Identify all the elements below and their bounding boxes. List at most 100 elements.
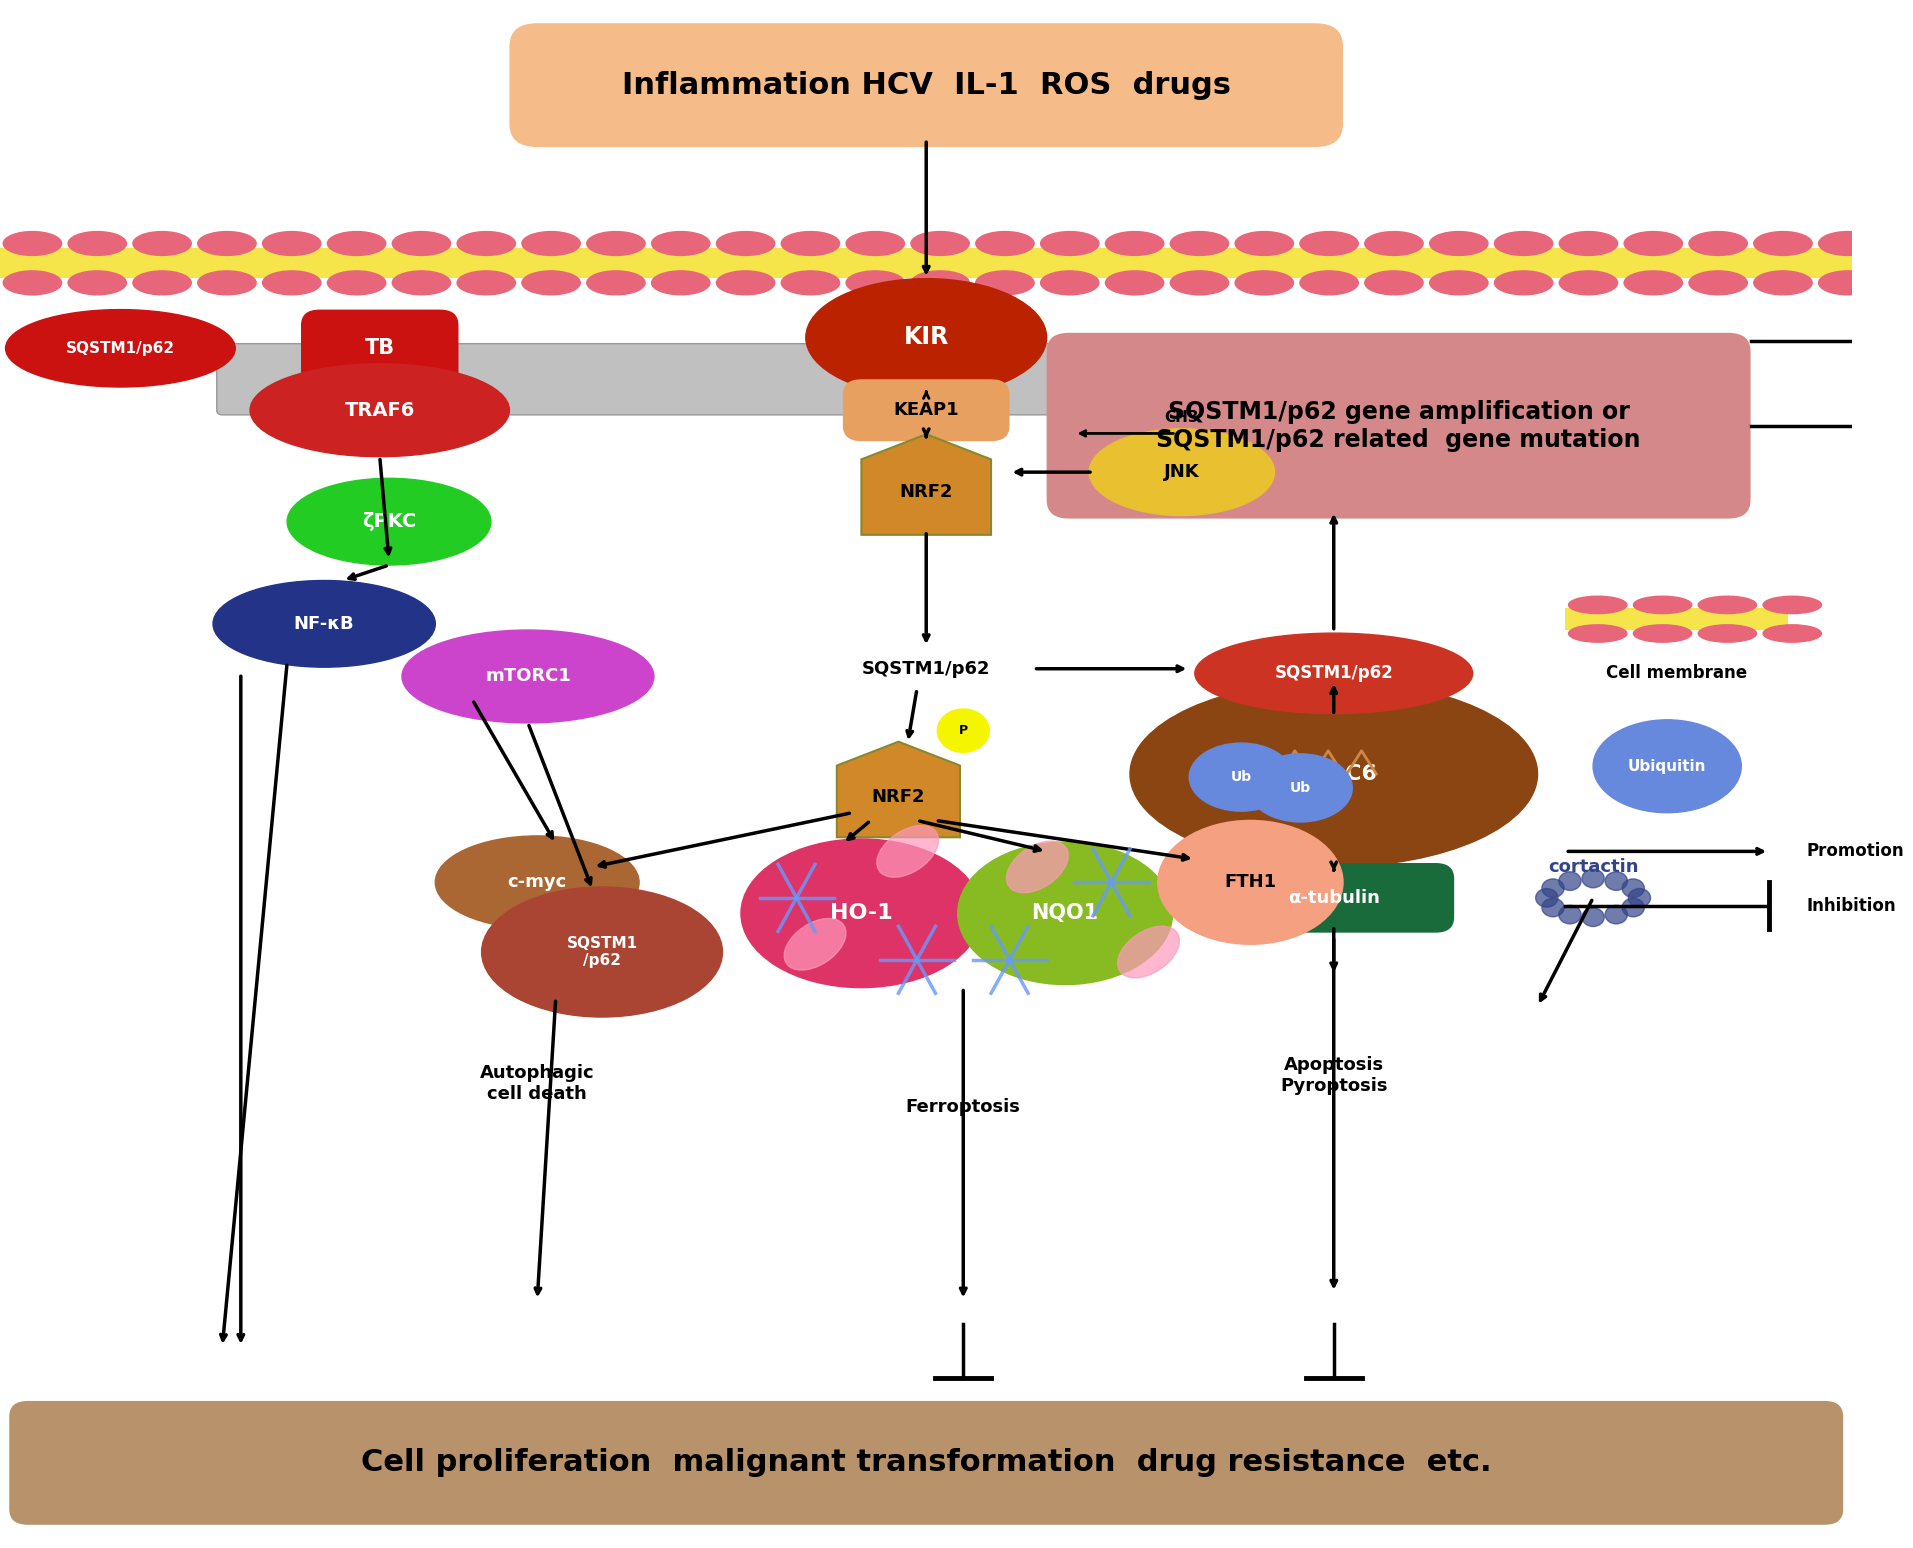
Circle shape: [1628, 889, 1651, 907]
Ellipse shape: [1754, 271, 1812, 294]
Ellipse shape: [1634, 625, 1691, 642]
Ellipse shape: [652, 232, 710, 255]
Ellipse shape: [132, 232, 191, 255]
Circle shape: [1542, 879, 1565, 898]
Ellipse shape: [1006, 841, 1067, 893]
Ellipse shape: [197, 232, 256, 255]
Text: c-myc: c-myc: [507, 873, 566, 892]
Ellipse shape: [1041, 232, 1098, 255]
Ellipse shape: [1624, 232, 1682, 255]
Ellipse shape: [1764, 625, 1821, 642]
Ellipse shape: [1429, 271, 1488, 294]
Ellipse shape: [1699, 596, 1756, 613]
Ellipse shape: [327, 271, 386, 294]
Ellipse shape: [876, 825, 939, 878]
Circle shape: [1605, 872, 1628, 890]
FancyBboxPatch shape: [1565, 608, 1787, 630]
Text: Promotion: Promotion: [1806, 842, 1903, 861]
Text: SQSTM1/p62: SQSTM1/p62: [1274, 664, 1393, 683]
Text: CH3: CH3: [1165, 410, 1199, 426]
Ellipse shape: [436, 836, 639, 929]
Text: Ub: Ub: [1230, 769, 1251, 785]
Circle shape: [1582, 870, 1605, 889]
Ellipse shape: [976, 232, 1035, 255]
Ellipse shape: [69, 271, 126, 294]
Circle shape: [1622, 898, 1645, 916]
Ellipse shape: [457, 271, 515, 294]
Ellipse shape: [1041, 271, 1098, 294]
Text: mTORC1: mTORC1: [486, 667, 570, 686]
Ellipse shape: [781, 271, 840, 294]
Ellipse shape: [1190, 743, 1293, 811]
Text: cortactin: cortactin: [1548, 858, 1638, 876]
Ellipse shape: [327, 232, 386, 255]
Ellipse shape: [1236, 271, 1293, 294]
Circle shape: [937, 709, 989, 752]
Ellipse shape: [1364, 271, 1423, 294]
Ellipse shape: [1624, 271, 1682, 294]
FancyBboxPatch shape: [1046, 333, 1750, 519]
Ellipse shape: [402, 630, 654, 723]
FancyBboxPatch shape: [844, 379, 1010, 441]
Ellipse shape: [1634, 596, 1691, 613]
Ellipse shape: [784, 918, 846, 971]
Text: HDAC6: HDAC6: [1291, 765, 1377, 783]
Ellipse shape: [1249, 754, 1352, 822]
Ellipse shape: [805, 279, 1046, 396]
Text: TRAF6: TRAF6: [344, 401, 415, 420]
Ellipse shape: [1171, 232, 1228, 255]
Circle shape: [1559, 906, 1580, 924]
FancyBboxPatch shape: [509, 23, 1343, 147]
Ellipse shape: [740, 839, 981, 988]
Text: Ferroptosis: Ferroptosis: [907, 1098, 1022, 1116]
Text: Autophagic
cell death: Autophagic cell death: [480, 1063, 595, 1104]
Ellipse shape: [1301, 232, 1358, 255]
Ellipse shape: [1494, 232, 1553, 255]
Text: NF-κB: NF-κB: [295, 615, 354, 633]
Ellipse shape: [4, 271, 61, 294]
Ellipse shape: [717, 271, 775, 294]
Ellipse shape: [1699, 625, 1756, 642]
Ellipse shape: [958, 842, 1173, 985]
Ellipse shape: [1429, 232, 1488, 255]
Ellipse shape: [781, 232, 840, 255]
Text: NRF2: NRF2: [872, 788, 926, 807]
Ellipse shape: [1494, 271, 1553, 294]
Ellipse shape: [1106, 232, 1163, 255]
Ellipse shape: [1754, 232, 1812, 255]
Ellipse shape: [212, 580, 436, 667]
Ellipse shape: [1106, 271, 1163, 294]
Ellipse shape: [1569, 596, 1626, 613]
Ellipse shape: [587, 232, 645, 255]
Ellipse shape: [251, 364, 509, 457]
Circle shape: [1536, 889, 1557, 907]
Text: SQSTM1/p62 gene amplification or
SQSTM1/p62 related  gene mutation: SQSTM1/p62 gene amplification or SQSTM1/…: [1155, 399, 1641, 452]
Ellipse shape: [587, 271, 645, 294]
FancyBboxPatch shape: [300, 310, 459, 387]
Circle shape: [1622, 879, 1645, 898]
Text: FTH1: FTH1: [1224, 873, 1276, 892]
Text: SQSTM1
/p62: SQSTM1 /p62: [566, 937, 637, 968]
Text: NQO1: NQO1: [1031, 904, 1098, 923]
Ellipse shape: [522, 271, 580, 294]
Ellipse shape: [6, 310, 235, 387]
Ellipse shape: [1117, 926, 1180, 978]
Ellipse shape: [846, 232, 905, 255]
Ellipse shape: [1236, 232, 1293, 255]
Ellipse shape: [262, 232, 321, 255]
Ellipse shape: [1559, 271, 1618, 294]
Polygon shape: [836, 741, 960, 837]
Ellipse shape: [1131, 681, 1538, 867]
Ellipse shape: [717, 232, 775, 255]
Text: α-tubulin: α-tubulin: [1287, 889, 1379, 907]
Ellipse shape: [1088, 429, 1274, 515]
Ellipse shape: [522, 232, 580, 255]
Ellipse shape: [457, 232, 515, 255]
Text: Apoptosis
Pyroptosis: Apoptosis Pyroptosis: [1280, 1056, 1387, 1096]
Ellipse shape: [1764, 596, 1821, 613]
Ellipse shape: [1689, 232, 1747, 255]
Text: SQSTM1/p62: SQSTM1/p62: [65, 341, 174, 356]
Text: TB: TB: [365, 339, 394, 358]
Ellipse shape: [846, 271, 905, 294]
FancyBboxPatch shape: [216, 344, 1616, 415]
